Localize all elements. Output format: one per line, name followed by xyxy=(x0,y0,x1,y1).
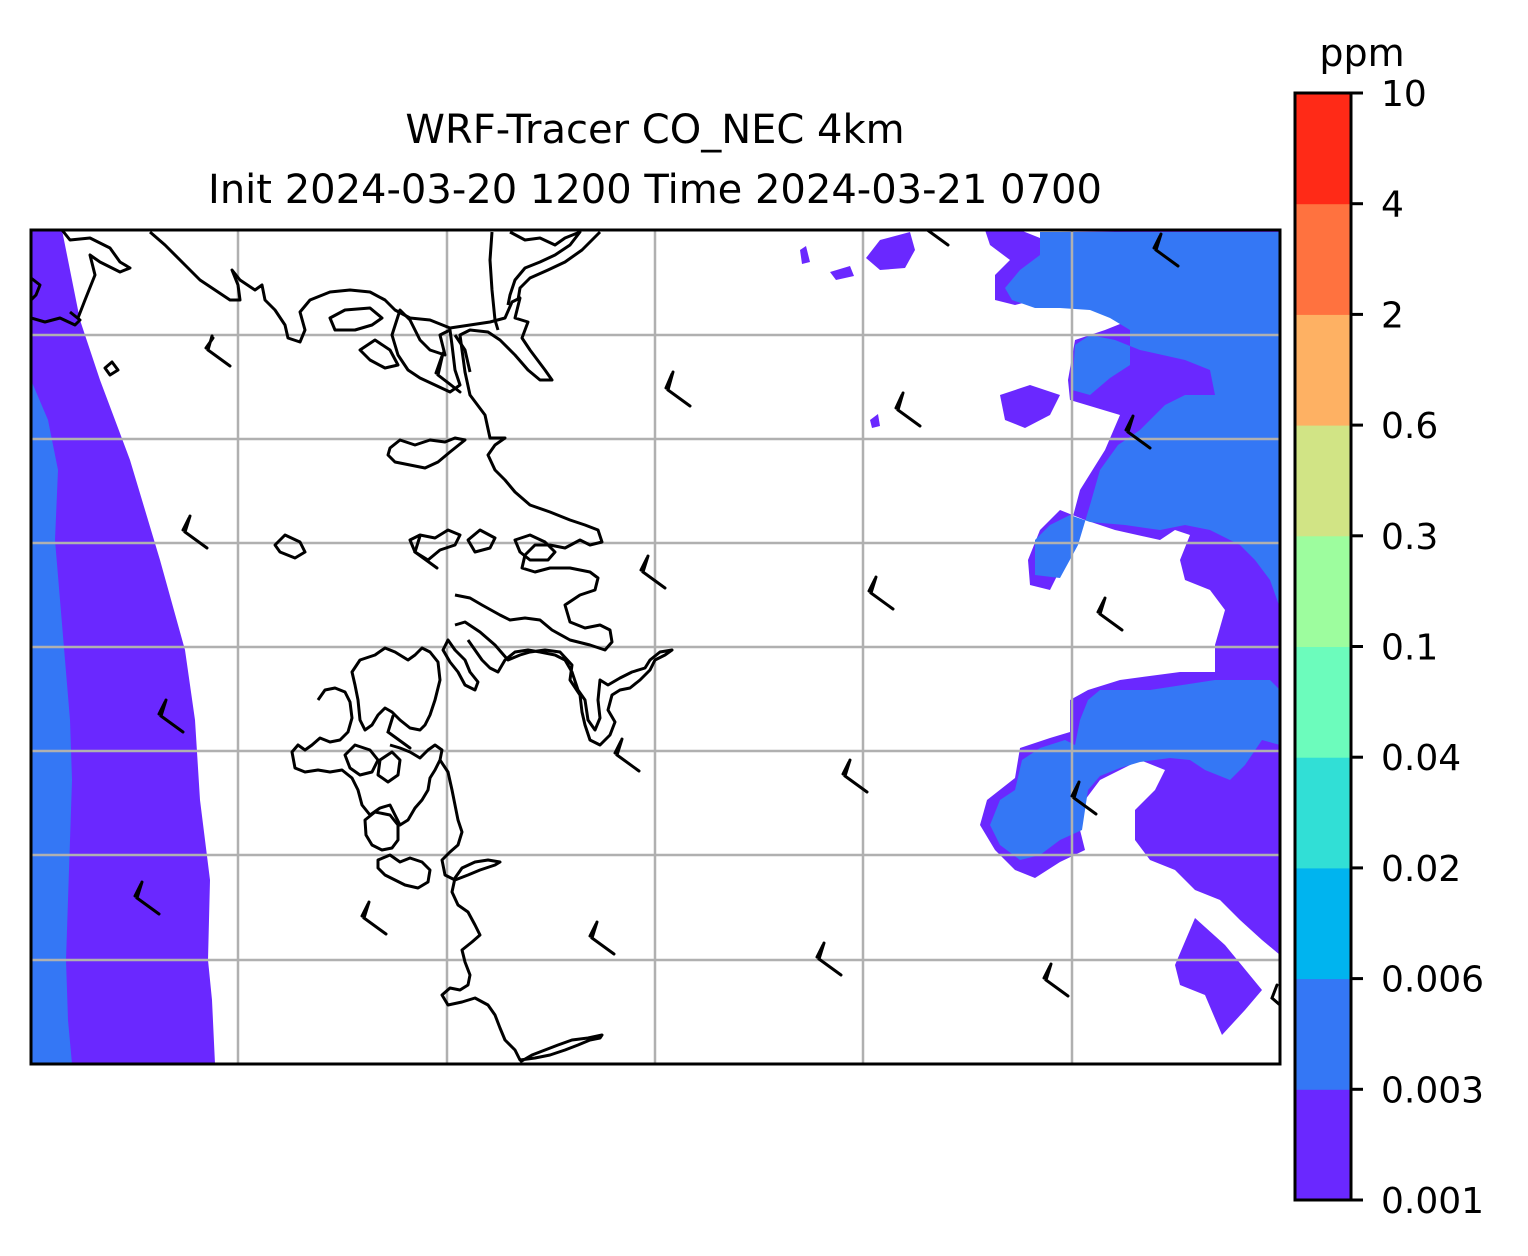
colorbar-tick-label: 0.3 xyxy=(1381,517,1438,558)
colorbar-segment xyxy=(1295,646,1351,758)
wind-barb xyxy=(434,351,462,394)
wind-barb xyxy=(1152,232,1180,268)
wind-barb xyxy=(1270,983,1280,1007)
map-panel xyxy=(31,230,1280,1064)
east-tracer-core-lower xyxy=(990,680,1280,860)
wind-barb xyxy=(360,900,388,936)
chart-subtitle: Init 2024-03-20 1200 Time 2024-03-21 070… xyxy=(208,167,1102,213)
west-tracer-core xyxy=(31,380,72,1064)
east-tracer-core xyxy=(1005,232,1280,608)
wind-barb xyxy=(204,334,232,368)
colorbar-segments xyxy=(1295,93,1351,1201)
colorbar-tick-label: 0.02 xyxy=(1381,849,1461,890)
colorbar-tick-label: 0.003 xyxy=(1381,1070,1484,1111)
tracer-patch-south xyxy=(1175,918,1262,1035)
colorbar-tick-label: 0.04 xyxy=(1381,738,1461,779)
wind-barb xyxy=(181,514,209,550)
colorbar-tick-label: 0.001 xyxy=(1381,1181,1484,1222)
wind-barbs xyxy=(133,230,1280,1007)
wind-barb xyxy=(133,880,161,916)
wind-barb xyxy=(613,737,641,773)
colorbar-segment xyxy=(1295,978,1351,1090)
wind-barb xyxy=(815,941,843,977)
colorbar-tick-label: 4 xyxy=(1381,185,1404,226)
wind-barb xyxy=(1124,414,1152,450)
wind-barb xyxy=(1096,596,1124,632)
coastlines xyxy=(31,230,674,1064)
chart-title: WRF-Tracer CO_NEC 4km xyxy=(405,107,905,153)
wind-barb xyxy=(841,758,869,794)
wind-barb xyxy=(894,391,922,428)
colorbar-segment xyxy=(1295,314,1351,426)
colorbar-tick-label: 10 xyxy=(1381,74,1427,115)
wind-barb xyxy=(924,230,950,247)
colorbar-tick-label: 0.6 xyxy=(1381,406,1438,447)
colorbar-segment xyxy=(1295,867,1351,980)
colorbar-segment xyxy=(1295,203,1351,315)
colorbar-unit-label: ppm xyxy=(1319,31,1404,75)
colorbar-segment xyxy=(1295,535,1351,647)
wind-barb xyxy=(588,920,616,956)
colorbar-tick-label: 0.1 xyxy=(1381,628,1438,669)
wind-barb xyxy=(386,714,412,750)
colorbar-segment xyxy=(1295,1089,1351,1201)
tracer-patch-top xyxy=(866,232,915,270)
wind-barb xyxy=(1070,780,1098,816)
gridlines xyxy=(31,230,1280,1064)
tracer-patch-small xyxy=(800,246,880,428)
tracer-patch-ring xyxy=(1000,385,1060,428)
map-frame xyxy=(29,228,1282,1066)
wind-barb xyxy=(1042,962,1070,998)
colorbar-segment xyxy=(1295,93,1351,205)
colorbar-tick-label: 0.006 xyxy=(1381,960,1484,1001)
colorbar-segment xyxy=(1295,425,1351,537)
colorbar-ticks: 0.001 0.003 0.006 0.02 0.04 0.1 0.3 0.6 2 4 10 xyxy=(1351,74,1484,1222)
colorbar-tick-label: 2 xyxy=(1381,295,1404,336)
wind-barb xyxy=(664,370,692,408)
wind-barb xyxy=(867,575,895,611)
wind-barb xyxy=(639,554,667,590)
colorbar-segment xyxy=(1295,757,1351,869)
wind-barb xyxy=(413,534,439,570)
wind-barb xyxy=(157,698,185,734)
colorbar: ppm 0.001 0.003 0.006 0.02 0.04 0.1 0.3 0.6 2 4 10 xyxy=(1293,31,1484,1222)
